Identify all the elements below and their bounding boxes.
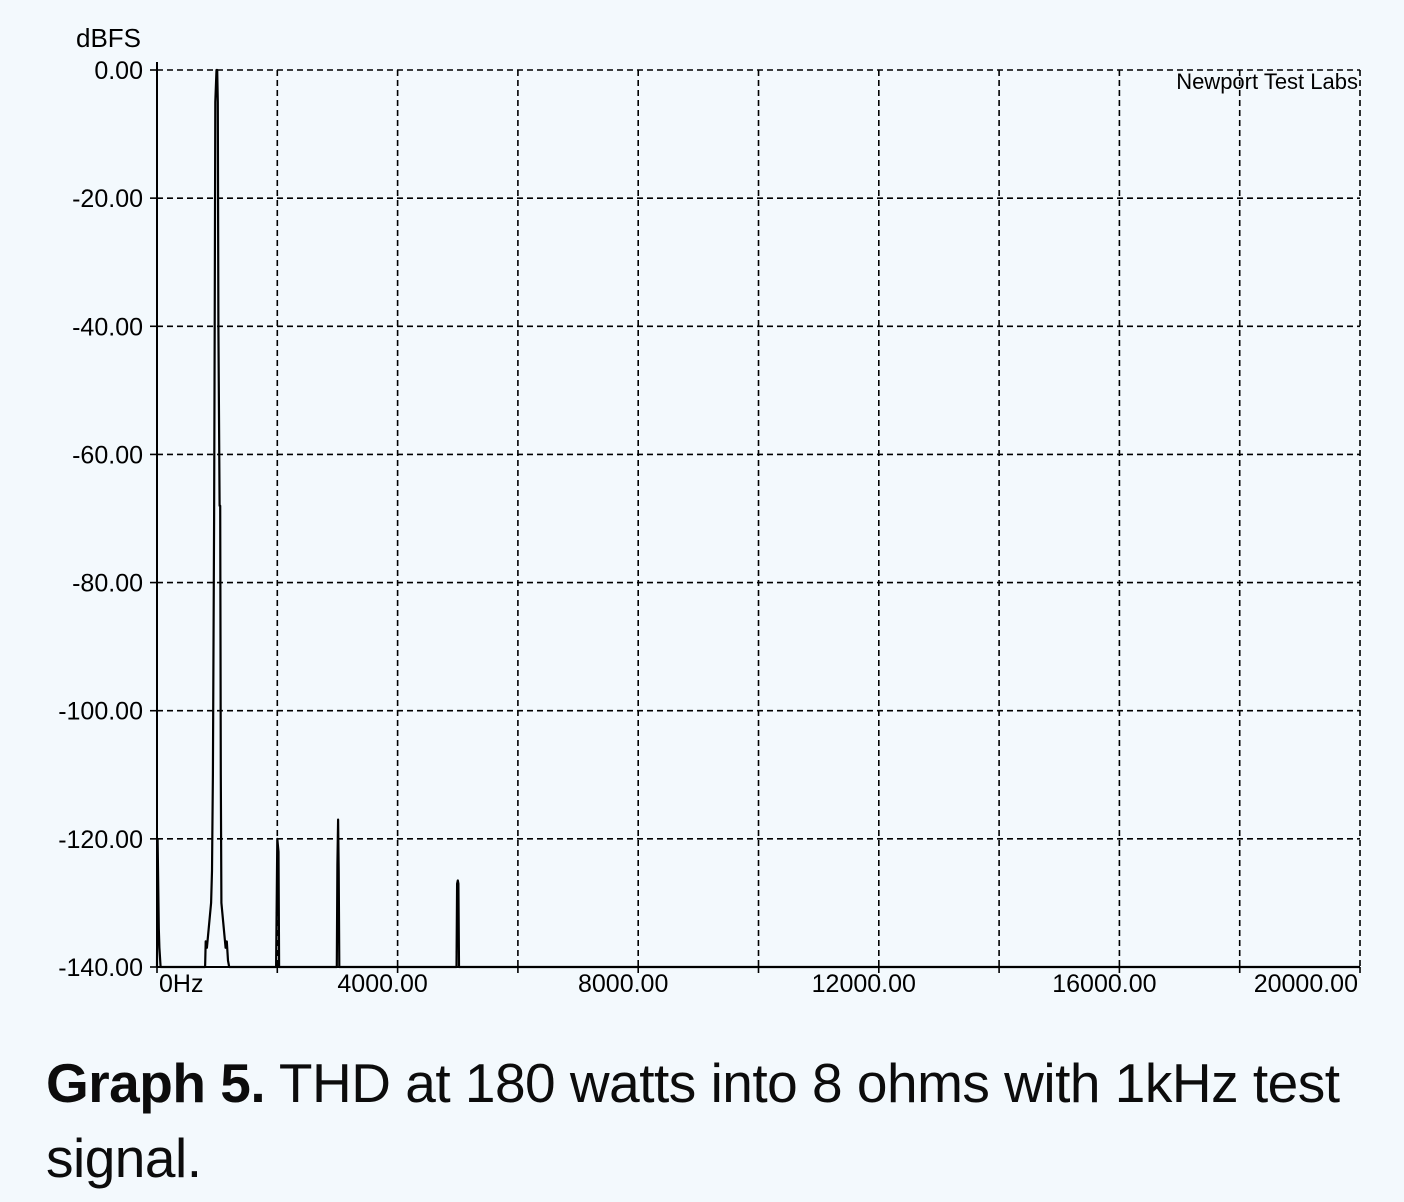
chart: 0.00 -20.00 -40.00 -60.00 -80.00 -100.00 -120.…	[58, 23, 1361, 998]
x-tick-label: 16000.00	[1052, 970, 1156, 998]
plot-area	[155, 68, 1360, 969]
caption-text: THD at 180 watts into 8 ohms with 1kHz t…	[46, 1052, 1340, 1189]
y-tick-label: -20.00	[72, 185, 143, 213]
watermark: Newport Test Labs	[1176, 69, 1358, 94]
x-tick-label: 8000.00	[578, 970, 668, 998]
y-tick-label: 0.00	[94, 57, 143, 85]
grid	[157, 69, 1361, 967]
x-tick-label: 0Hz	[159, 970, 203, 998]
y-tick-label: -60.00	[72, 441, 143, 469]
y-axis-label: dBFS	[76, 23, 141, 53]
x-tick-label: 12000.00	[812, 970, 916, 998]
x-tick-label: 20000.00	[1254, 970, 1358, 998]
y-tick-label: -80.00	[72, 570, 143, 598]
y-tick-label: -140.00	[58, 954, 143, 982]
figure-caption: Graph 5. THD at 180 watts into 8 ohms wi…	[46, 1046, 1376, 1196]
spectrum-line	[155, 68, 1360, 969]
y-tick-label: -40.00	[72, 313, 143, 341]
y-tick-label: -100.00	[58, 698, 143, 726]
tick-labels: 0.00 -20.00 -40.00 -60.00 -80.00 -100.00 -120.…	[58, 57, 1358, 998]
caption-label: Graph 5.	[46, 1052, 266, 1114]
x-tick-label: 4000.00	[337, 970, 427, 998]
y-tick-label: -120.00	[58, 826, 143, 854]
